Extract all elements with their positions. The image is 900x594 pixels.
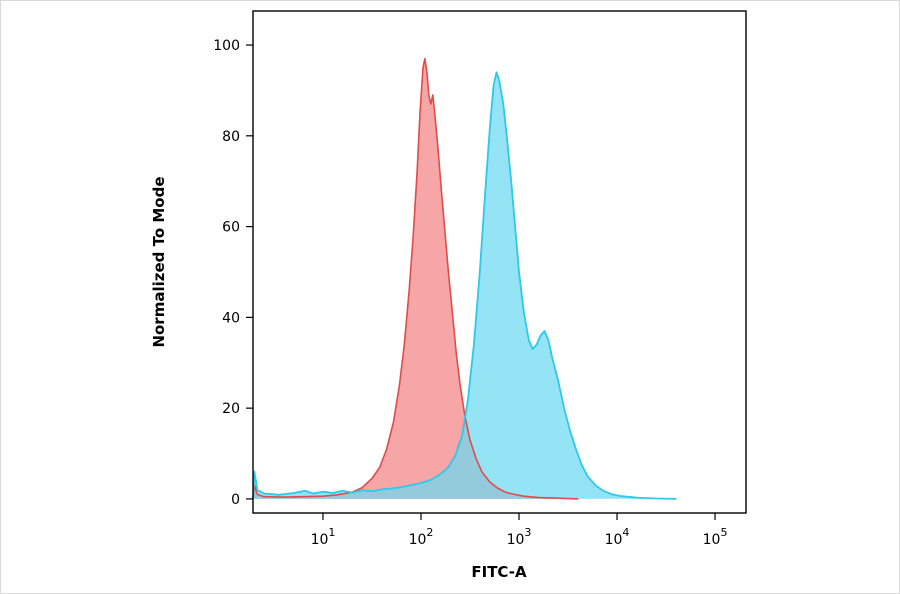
y-axis-label: Normalized To Mode	[150, 176, 168, 347]
red-population-outline	[252, 57, 579, 500]
y-tick-label-20: 20	[222, 401, 240, 417]
cyan-population-area	[253, 72, 676, 499]
x-tick-label-10e1: 101	[311, 526, 336, 548]
y-tick-label-0: 0	[231, 492, 240, 508]
y-tick-label-100: 100	[213, 38, 240, 54]
x-tick-label-10e3: 103	[507, 526, 532, 548]
y-tick-label-40: 40	[222, 310, 240, 326]
plot-border	[252, 10, 747, 514]
x-tick-label-10e5: 105	[703, 526, 728, 548]
generated-plot-elements: 0 20 40 60 80 100 101 102 103 104 105	[213, 10, 747, 548]
x-axis-label: FITC-A	[471, 563, 527, 581]
x-tick-label-10e4: 104	[605, 526, 630, 548]
cyan-population-outline	[252, 71, 677, 500]
y-tick-label-80: 80	[222, 129, 240, 145]
x-tick-label-10e2: 102	[409, 526, 434, 548]
red-population-area	[253, 58, 578, 499]
y-tick-label-60: 60	[222, 220, 240, 236]
